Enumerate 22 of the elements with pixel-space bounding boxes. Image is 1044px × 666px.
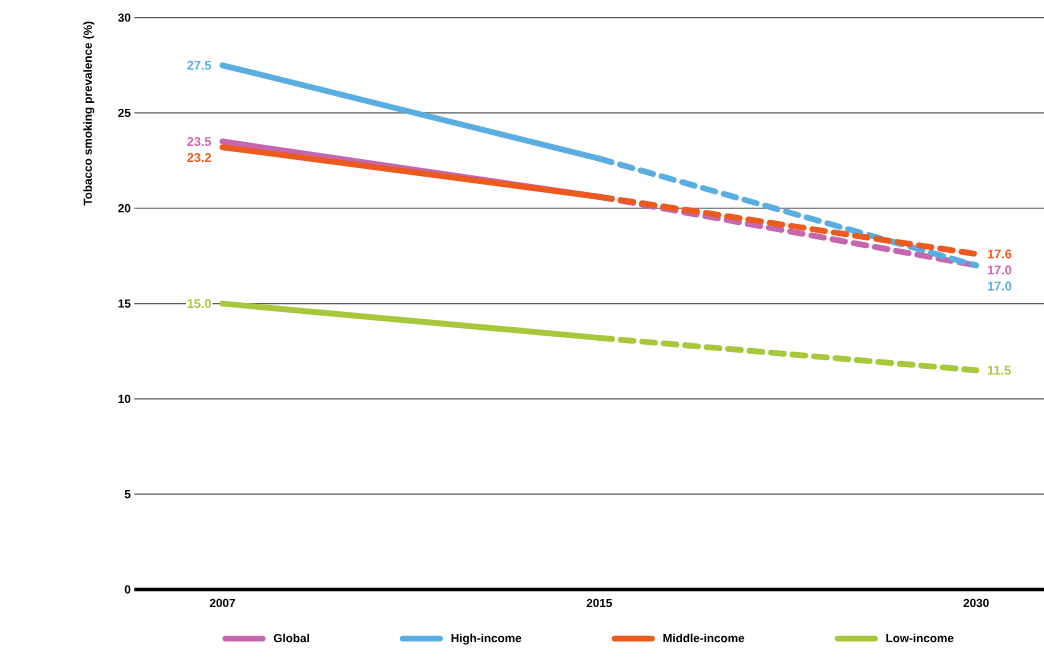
y-axis-title: Tobacco smoking prevalence (%) [83,21,95,206]
data-label: 23.5 [187,137,212,147]
data-label: 11.5 [987,365,1011,375]
data-label: 23.2 [187,153,212,163]
legend-label: Middle-income [663,633,745,643]
y-tick-label: 10 [118,394,131,404]
x-tick-label: 2007 [209,598,235,608]
y-tick-label: 25 [118,108,131,118]
y-tick-label: 30 [118,13,131,22]
y-tick-label: 5 [124,490,131,499]
legend-label: Global [273,633,309,643]
data-label: 17.0 [987,265,1012,275]
data-label: 17.0 [987,281,1012,291]
y-tick-label: 0 [124,585,131,594]
x-tick-label: 2030 [963,598,989,608]
legend-label: Low-income [886,633,954,643]
x-tick-label: 2015 [586,598,613,608]
y-tick-label: 15 [118,299,131,308]
y-tick-label: 20 [118,204,131,213]
data-label: 17.6 [987,249,1012,259]
legend-label: High-income [451,633,522,645]
data-label: 27.5 [187,60,212,70]
